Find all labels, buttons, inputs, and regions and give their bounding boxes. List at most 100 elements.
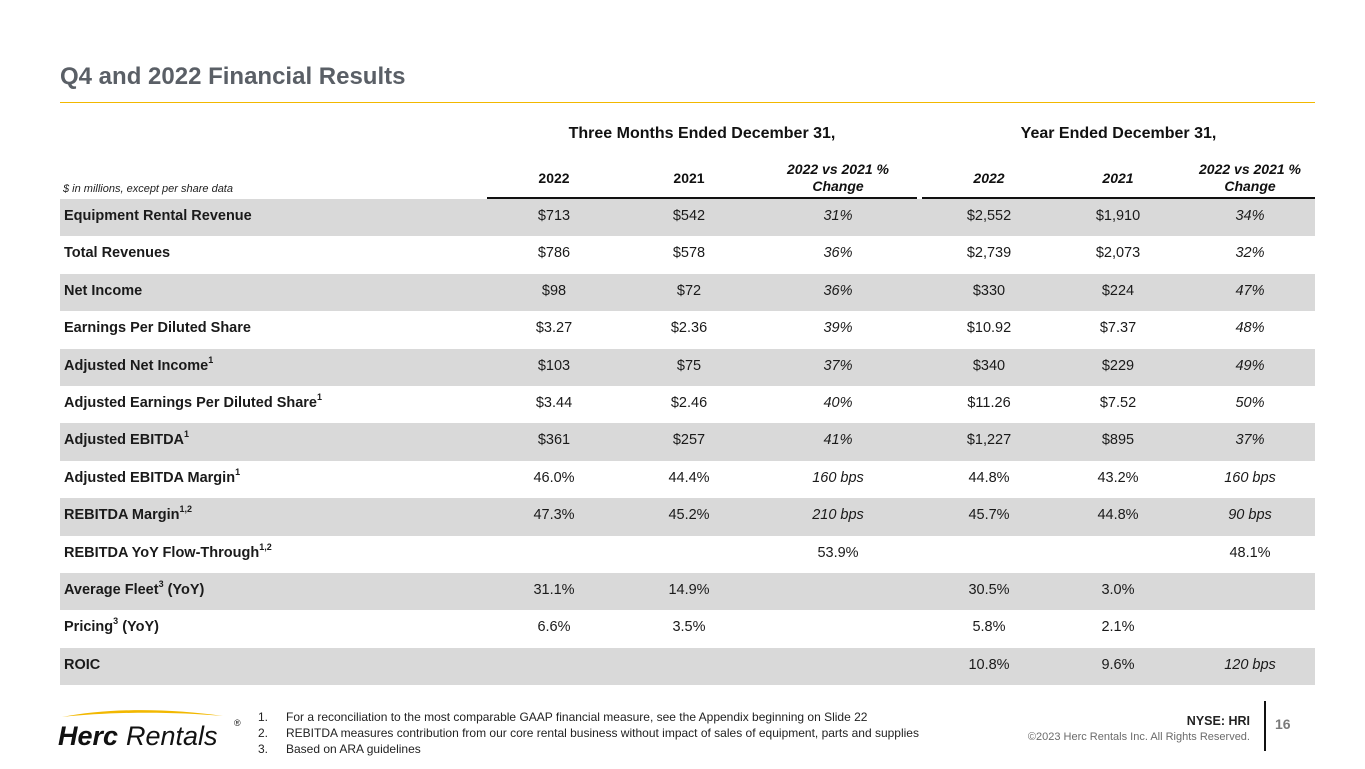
table-cell: 6.6% (537, 619, 571, 636)
row-label: Adjusted Earnings Per Diluted Share1 (64, 386, 322, 423)
table-cell: $786 (537, 245, 571, 262)
col-header-y-change-line1: 2022 vs 2021 % (1199, 161, 1301, 177)
row-label: Equipment Rental Revenue (64, 199, 252, 236)
page-number: 16 (1275, 716, 1291, 732)
table-cell: 45.7% (968, 507, 1010, 524)
table-row: Earnings Per Diluted Share $3.27 $2.36 39% $… (60, 311, 1315, 348)
row-label: Pricing3 (YoY) (64, 610, 159, 647)
col-header-y-change: 2022 vs 2021 % Change (1170, 161, 1330, 195)
slide-title: Q4 and 2022 Financial Results (60, 63, 406, 90)
row-label-text: Average Fleet (64, 581, 159, 598)
table-cell: $3.27 (535, 320, 573, 337)
footnote-ref: 1,2 (259, 541, 272, 552)
footnote-ref: 1,2 (179, 504, 192, 515)
row-label-suffix: (YoY) (163, 581, 205, 598)
table-cell: 46.0% (533, 469, 575, 486)
col-header-y-2022: 2022 (973, 170, 1005, 186)
table-cell: $229 (1101, 357, 1135, 374)
table-cell: 50% (1235, 394, 1265, 411)
row-label-text: REBITDA Margin (64, 507, 180, 524)
table-cell: $2.46 (670, 394, 708, 411)
table-cell: 9.6% (1101, 656, 1135, 673)
table-cell: 40% (823, 394, 853, 411)
table-cell: $2,552 (966, 208, 1012, 224)
copyright: ©2023 Herc Rentals Inc. All Rights Reser… (1027, 731, 1250, 743)
footnote-ref: 1 (317, 391, 323, 402)
table-cell: $7.37 (1099, 320, 1137, 337)
row-label: Adjusted EBITDA Margin1 (64, 461, 240, 498)
table-cell: $2,739 (966, 245, 1012, 262)
table-cell (773, 573, 903, 610)
table-cell: 37% (823, 357, 853, 374)
table-row: Total Revenues $786 $578 36% $2,739 $2,073 32% (60, 236, 1315, 273)
table-cell: $224 (1101, 282, 1135, 299)
table-row: Net Income $98 $72 36% $330 $224 47% (60, 273, 1315, 312)
table-row: Adjusted Earnings Per Diluted Share1 $3.4… (60, 386, 1315, 423)
table-cell: $75 (676, 357, 702, 374)
footer-divider (1264, 701, 1266, 751)
col-header-q-2021: 2021 (673, 170, 705, 186)
row-label-text: Earnings Per Diluted Share (64, 320, 251, 337)
col-header-q-change-line1: 2022 vs 2021 % (787, 161, 889, 177)
row-label-text: Total Revenues (64, 245, 171, 262)
table-cell: $361 (537, 432, 571, 449)
table-row: Adjusted EBITDA Margin1 46.0% 44.4% 160 bps… (60, 461, 1315, 498)
footnote-ref: 3 (158, 578, 164, 589)
table-cell: 32% (1235, 245, 1265, 262)
table-cell: 44.8% (968, 469, 1010, 486)
table-row: Adjusted EBITDA1 $361 $257 41% $1,227 $895 37% (60, 423, 1315, 461)
table-cell (1185, 573, 1315, 610)
row-label-text: Adjusted Earnings Per Diluted Share (64, 394, 317, 411)
col-header-q-change-line2: Change (812, 178, 864, 194)
table-cell: 49% (1235, 357, 1265, 374)
col-header-y-2021: 2021 (1102, 170, 1134, 186)
table-cell (624, 648, 754, 685)
svg-text:Rentals: Rentals (126, 721, 218, 751)
row-label-text: Adjusted Net Income (64, 357, 209, 374)
table-cell (1053, 536, 1183, 573)
footnote-ref: 1 (184, 429, 190, 440)
stock-ticker: NYSE: HRI (1186, 714, 1250, 728)
table-cell: 2.1% (1101, 619, 1135, 636)
table-cell: $257 (672, 432, 706, 449)
table-cell: 14.9% (668, 581, 710, 598)
table-cell: $11.26 (967, 394, 1011, 411)
row-label: Total Revenues (64, 236, 170, 273)
table-cell: 5.8% (972, 619, 1006, 636)
group-header-three-months: Three Months Ended December 31, (568, 125, 836, 142)
table-cell: 39% (823, 320, 853, 337)
table-cell: 48% (1235, 320, 1265, 337)
row-label-text: Adjusted EBITDA Margin (64, 469, 236, 486)
footnote-ref: 3 (113, 616, 119, 627)
row-label: Earnings Per Diluted Share (64, 311, 251, 348)
footnote-1: 1. For a reconciliation to the most compa… (258, 710, 868, 724)
footnote-ref: 1 (235, 466, 241, 477)
table-cell: $7.52 (1099, 394, 1137, 411)
row-label-text: Adjusted EBITDA (64, 432, 185, 449)
svg-text:®: ® (234, 718, 241, 728)
row-label: Average Fleet3 (YoY) (64, 573, 204, 610)
row-label: REBITDA Margin1,2 (64, 498, 192, 535)
table-cell: $72 (676, 282, 702, 299)
table-cell: $578 (672, 245, 706, 262)
table-cell: 10.8% (968, 656, 1010, 673)
table-cell (489, 648, 619, 685)
table-cell: $3.44 (535, 394, 573, 411)
col-header-y-change-line2: Change (1224, 178, 1276, 194)
table-cell: 34% (1235, 208, 1265, 224)
table-cell: $895 (1101, 432, 1135, 449)
row-label: Net Income (64, 274, 142, 311)
row-label: ROIC (64, 648, 100, 685)
table-cell (624, 536, 754, 573)
table-cell: $330 (972, 282, 1006, 299)
col-header-q-change: 2022 vs 2021 % Change (758, 161, 918, 195)
table-cell: 36% (823, 282, 853, 299)
svg-text:Herc: Herc (58, 721, 118, 751)
table-cell (773, 648, 903, 685)
table-cell: 31.1% (533, 581, 575, 598)
table-cell: 160 bps (1224, 469, 1276, 486)
table-cell: 43.2% (1097, 469, 1139, 486)
table-cell: $340 (972, 357, 1006, 374)
table-row: Pricing3 (YoY) 6.6% 3.5% 5.8% 2.1% (60, 610, 1315, 647)
group-header-year: Year Ended December 31, (1020, 125, 1217, 142)
